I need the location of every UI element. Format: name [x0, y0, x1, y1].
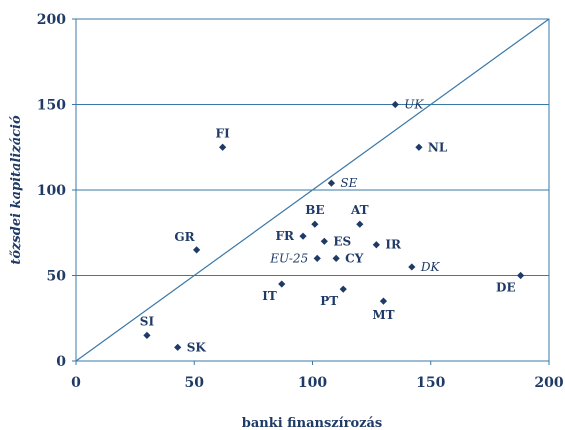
point-nl: [415, 143, 423, 151]
x-tick-label-0: 0: [71, 375, 81, 391]
point-label-ir: IR: [385, 238, 402, 252]
point-label-dk: DK: [420, 260, 441, 274]
diagonal-line: [75, 18, 550, 362]
data-points: [143, 100, 525, 351]
point-be: [311, 220, 319, 228]
point-label-eu-25: EU-25: [269, 251, 308, 265]
tick-labels: 0 50 100 150 200 0 50 100 150 200: [37, 12, 564, 391]
x-axis-title: banki finanszírozás: [242, 416, 383, 430]
point-label-se: SE: [340, 176, 357, 190]
point-label-nl: NL: [428, 140, 448, 154]
point-es: [320, 237, 328, 245]
point-se: [327, 179, 336, 187]
y-tick-label-200: 200: [37, 12, 66, 28]
point-label-mt: MT: [372, 308, 394, 322]
y-tick-label-150: 150: [37, 98, 66, 114]
point-at: [356, 220, 364, 228]
point-mt: [379, 297, 388, 305]
point-dk: [408, 263, 416, 271]
point-label-fi: FI: [216, 126, 231, 140]
point-gr: [193, 246, 201, 254]
point-fi: [219, 143, 227, 151]
y-tick-label-0: 0: [56, 354, 66, 370]
y-axis-title: tőzsdei kapitalizáció: [9, 115, 24, 265]
point-label-pt: PT: [320, 294, 338, 308]
y-tick-label-50: 50: [47, 269, 67, 285]
point-label-es: ES: [333, 234, 351, 248]
point-ir: [372, 241, 380, 249]
point-label-sk: SK: [187, 340, 207, 354]
point-it: [278, 280, 286, 288]
point-cy: [332, 254, 340, 262]
point-de: [517, 271, 525, 280]
point-uk: [391, 100, 399, 109]
point-eu-25: [313, 254, 321, 262]
diagonal-reference-line: [75, 18, 550, 362]
y-tick-label-100: 100: [37, 183, 66, 199]
point-pt: [339, 285, 347, 293]
point-label-it: IT: [262, 289, 277, 303]
plot-frame: [72, 18, 550, 365]
point-label-be: BE: [305, 203, 324, 217]
point-label-si: SI: [140, 314, 155, 328]
x-tick-label-200: 200: [534, 375, 563, 391]
x-tick-label-150: 150: [416, 375, 445, 391]
point-sk: [174, 343, 182, 351]
point-si: [143, 331, 151, 339]
point-label-at: AT: [350, 203, 369, 217]
point-fr: [299, 232, 307, 240]
point-label-uk: UK: [404, 98, 424, 112]
point-labels: UK FI NL SE BE AT FR ES IR GR EU-25 CY DK DE IT PT MT SI S…: [140, 98, 516, 355]
x-tick-label-100: 100: [298, 375, 327, 391]
point-label-cy: CY: [345, 251, 364, 265]
point-label-fr: FR: [276, 229, 296, 243]
point-label-de: DE: [496, 281, 516, 295]
x-tick-label-50: 50: [185, 375, 205, 391]
point-label-gr: GR: [174, 230, 195, 244]
